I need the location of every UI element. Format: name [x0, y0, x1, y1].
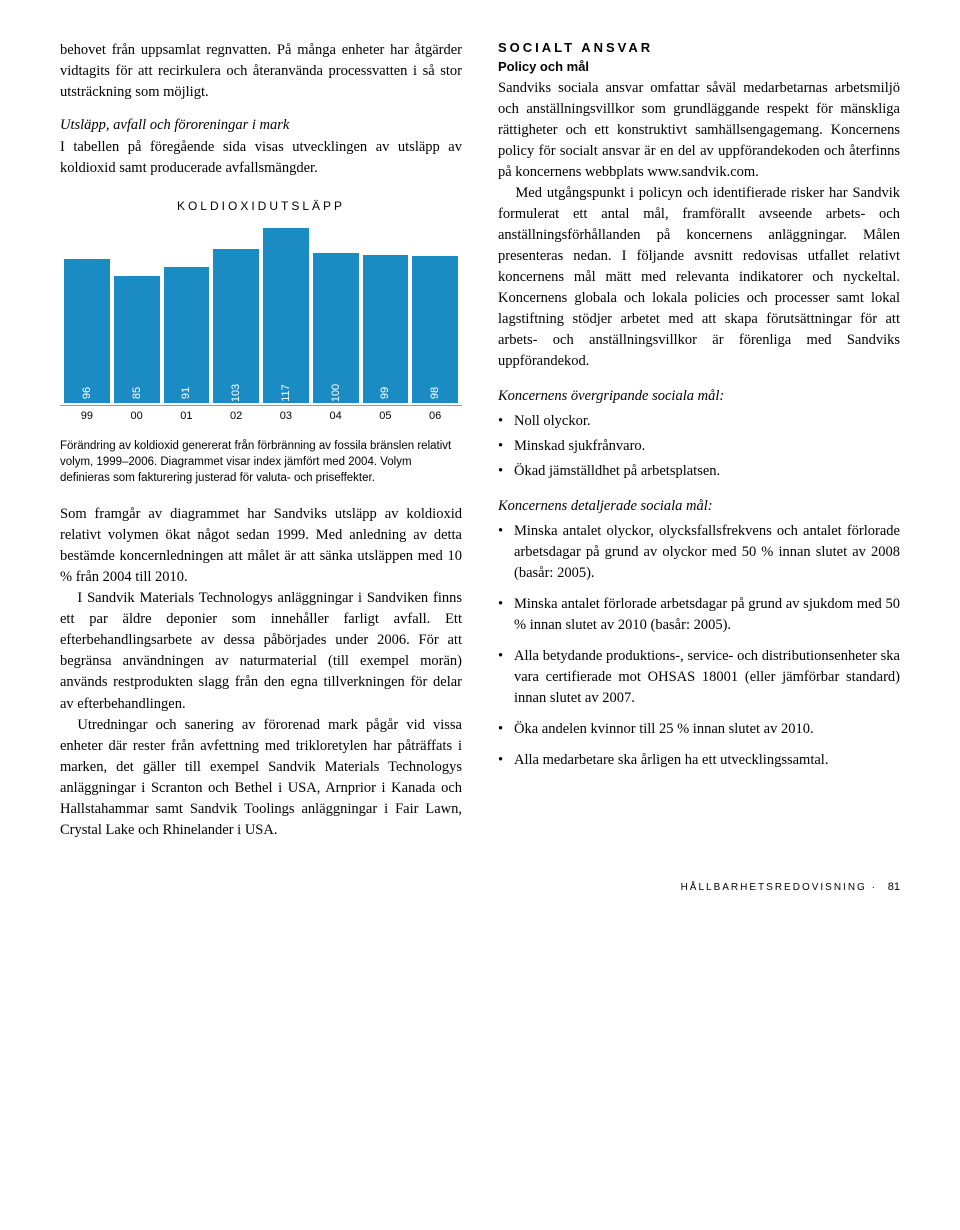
chart-x-axis: 9900010203040506	[60, 405, 462, 422]
x-tick-label: 00	[114, 406, 160, 422]
chart-title: KOLDIOXIDUTSLÄPP	[60, 199, 462, 213]
right-column: SOCIALT ANSVAR Policy och mål Sandviks s…	[498, 40, 900, 841]
left-p2: I tabellen på föregående sida visas utve…	[60, 137, 462, 179]
bar-value-label: 100	[330, 384, 342, 402]
co2-chart: KOLDIOXIDUTSLÄPP 9685911031171009998 990…	[60, 199, 462, 422]
chart-bar: 91	[164, 267, 210, 404]
chart-bar: 103	[213, 249, 259, 404]
x-tick-label: 05	[363, 406, 409, 422]
left-column: behovet från uppsamlat regnvatten. På må…	[60, 40, 462, 841]
x-tick-label: 02	[213, 406, 259, 422]
left-subhead-emissions: Utsläpp, avfall och föroreningar i mark	[60, 117, 462, 134]
detailed-goal-item: Minska antalet olyckor, olycksfallsfrekv…	[498, 521, 900, 584]
right-p1: Sandviks sociala ansvar omfattar såväl m…	[498, 78, 900, 183]
page-footer: HÅLLBARHETSREDOVISNING · 81	[60, 881, 900, 893]
bar-value-label: 103	[230, 384, 242, 402]
chart-bar: 100	[313, 253, 359, 403]
subhead-policy: Policy och mål	[498, 59, 900, 74]
left-p1: behovet från uppsamlat regnvatten. På må…	[60, 40, 462, 103]
bar-value-label: 98	[429, 387, 441, 399]
detailed-goal-item: Alla betydande produktions-, service- oc…	[498, 646, 900, 709]
bar-rect: 98	[412, 256, 458, 403]
bar-rect: 99	[363, 255, 409, 404]
footer-label: HÅLLBARHETSREDOVISNING	[681, 882, 867, 893]
right-body: Sandviks sociala ansvar omfattar såväl m…	[498, 78, 900, 372]
page-columns: behovet från uppsamlat regnvatten. På må…	[60, 40, 900, 841]
bar-rect: 103	[213, 249, 259, 404]
heading-overall-goals: Koncernens övergripande sociala mål:	[498, 388, 900, 405]
detailed-goals-list: Minska antalet olyckor, olycksfallsfrekv…	[498, 521, 900, 771]
heading-detailed-goals: Koncernens detaljerade sociala mål:	[498, 498, 900, 515]
detailed-goal-item: Minska antalet förlorade arbetsdagar på …	[498, 594, 900, 636]
bar-rect: 85	[114, 276, 160, 404]
bar-value-label: 117	[280, 384, 292, 402]
footer-page-number: 81	[888, 881, 900, 893]
chart-bars: 96 85 91 103 117 100 99 98	[60, 223, 462, 403]
chart-caption: Förändring av koldioxid genererat från f…	[60, 438, 462, 486]
chart-bar: 98	[412, 256, 458, 403]
bar-value-label: 91	[180, 387, 192, 399]
footer-sep: ·	[872, 882, 877, 893]
chart-bar: 99	[363, 255, 409, 404]
x-tick-label: 99	[64, 406, 110, 422]
detailed-goal-item: Öka andelen kvinnor till 25 % innan slut…	[498, 719, 900, 740]
detailed-goal-item: Alla medarbetare ska årligen ha ett utve…	[498, 750, 900, 771]
bar-rect: 91	[164, 267, 210, 404]
bar-value-label: 99	[379, 387, 391, 399]
overall-goal-item: Minskad sjukfrånvaro.	[498, 436, 900, 457]
left-p3: Som framgår av diagrammet har Sandviks u…	[60, 504, 462, 588]
left-p4: I Sandvik Materials Technologys anläggni…	[60, 588, 462, 714]
chart-bar: 117	[263, 228, 309, 404]
left-body-pre-chart: I tabellen på föregående sida visas utve…	[60, 137, 462, 179]
bar-value-label: 85	[131, 387, 143, 399]
overall-goal-item: Noll olyckor.	[498, 411, 900, 432]
left-body-top: behovet från uppsamlat regnvatten. På må…	[60, 40, 462, 103]
bar-rect: 100	[313, 253, 359, 403]
x-tick-label: 06	[412, 406, 458, 422]
left-body-post-chart: Som framgår av diagrammet har Sandviks u…	[60, 504, 462, 840]
bar-rect: 117	[263, 228, 309, 404]
x-tick-label: 04	[313, 406, 359, 422]
bar-rect: 96	[64, 259, 110, 403]
right-p2: Med utgångspunkt i policyn och identifie…	[498, 183, 900, 372]
chart-bar: 85	[114, 276, 160, 404]
x-tick-label: 03	[263, 406, 309, 422]
overall-goal-item: Ökad jämställdhet på arbetsplatsen.	[498, 461, 900, 482]
left-p5: Utredningar och sanering av förorenad ma…	[60, 715, 462, 841]
chart-bar: 96	[64, 259, 110, 403]
x-tick-label: 01	[164, 406, 210, 422]
bar-value-label: 96	[81, 387, 93, 399]
section-heading-social: SOCIALT ANSVAR	[498, 40, 900, 55]
overall-goals-list: Noll olyckor. Minskad sjukfrånvaro. Ökad j…	[498, 411, 900, 482]
